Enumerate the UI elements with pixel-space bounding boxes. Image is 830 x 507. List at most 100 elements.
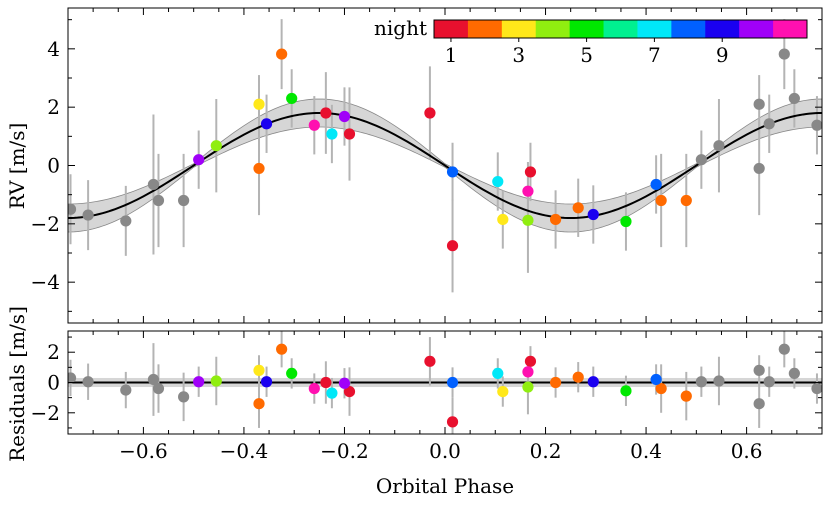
rv-point <box>446 166 459 178</box>
colorbar-tick-label: 3 <box>512 43 525 67</box>
rv-point <box>811 119 822 131</box>
residual-point <box>68 372 77 384</box>
residual-x-ticks: −0.6 −0.4 −0.2 0.0 0.2 0.4 0.6 <box>67 331 823 463</box>
residual-point <box>680 390 692 402</box>
rv-point <box>147 178 160 191</box>
rv-point <box>753 162 765 175</box>
residual-point <box>497 385 509 398</box>
rv-point <box>587 208 599 221</box>
rv-point <box>695 154 707 166</box>
rv-point <box>120 215 132 227</box>
rv-point <box>497 213 509 226</box>
x-tick-label: −0.4 <box>220 439 269 463</box>
y-tick-label: −4 <box>31 270 60 294</box>
residual-point <box>763 376 775 388</box>
residual-point <box>620 385 632 397</box>
residual-point <box>650 373 662 386</box>
rv-point <box>680 194 692 207</box>
residual-point <box>178 391 190 403</box>
residual-point <box>549 376 562 389</box>
colorbar-cell <box>434 20 469 38</box>
y-tick-label: 2 <box>47 95 60 119</box>
residual-point <box>308 382 320 395</box>
colorbar-cell <box>773 20 808 38</box>
colorbar-cell <box>569 20 605 38</box>
rv-point <box>68 203 77 215</box>
residual-point <box>522 366 534 378</box>
rv-point <box>492 175 504 188</box>
residual-point <box>695 376 707 388</box>
rv-point <box>763 118 775 130</box>
rv-point <box>424 107 436 119</box>
rv-point <box>620 215 632 228</box>
x-tick-label: 0.0 <box>429 439 461 463</box>
rv-point <box>193 154 205 166</box>
residual-point <box>320 376 332 389</box>
colorbar-tick-label: 9 <box>716 43 729 67</box>
colorbar-tick-label: 5 <box>580 43 593 67</box>
residual-point <box>147 373 160 386</box>
residual-point <box>788 367 800 380</box>
residual-point <box>120 384 132 396</box>
residual-point <box>82 376 94 388</box>
rv-point <box>178 194 190 207</box>
residual-point <box>524 355 537 367</box>
residual-point <box>587 376 599 388</box>
x-tick-label: 0.4 <box>630 439 662 463</box>
rv-x-ticks <box>67 8 823 323</box>
colorbar-cell <box>535 20 571 38</box>
rv-point <box>778 48 790 60</box>
rv-point <box>650 178 662 191</box>
rv-point <box>524 166 537 178</box>
rv-point <box>549 213 562 226</box>
rv-point <box>260 118 273 130</box>
residual-point <box>260 376 273 388</box>
x-axis-label: Orbital Phase <box>376 474 514 498</box>
residual-point <box>276 343 288 355</box>
rv-point <box>655 194 667 207</box>
colorbar-tick-label: 7 <box>648 43 661 67</box>
colorbar-cell <box>671 20 706 38</box>
rv-point <box>276 48 288 60</box>
residual-point <box>446 376 459 389</box>
rv-point <box>343 128 356 140</box>
y-tick-label: 0 <box>47 371 60 395</box>
residual-point <box>446 416 459 428</box>
y-tick-label: −2 <box>31 401 60 425</box>
colorbar-cells <box>434 20 808 38</box>
rv-point <box>522 214 534 226</box>
colorbar-cell <box>467 20 503 38</box>
x-tick-label: 0.6 <box>731 439 763 463</box>
x-tick-label: −0.6 <box>119 439 168 463</box>
residual-point <box>778 343 790 355</box>
residuals-y-axis-label: Residuals [m/s] <box>5 306 29 462</box>
residual-point <box>253 364 265 376</box>
rv-point <box>326 128 338 140</box>
rv-data-points <box>68 48 822 252</box>
residual-point <box>210 375 222 387</box>
rv-point <box>753 98 765 110</box>
rv-point <box>522 185 534 197</box>
residual-error-bars <box>69 331 818 434</box>
residual-point <box>424 355 436 367</box>
rv-y-ticks: 4 2 0 −2 −4 <box>31 19 822 312</box>
rv-point <box>152 194 165 207</box>
residual-point <box>811 382 822 395</box>
colorbar-cell <box>705 20 740 38</box>
colorbar-tick-labels: 1 3 5 7 9 <box>445 38 729 67</box>
rv-panel: 4 2 0 −2 −4 RV [m/s] <box>5 7 823 324</box>
colorbar-frame <box>433 19 808 39</box>
residual-point <box>753 364 765 376</box>
rv-point <box>446 240 459 252</box>
y-tick-label: 0 <box>47 154 60 178</box>
colorbar-cell <box>603 20 638 38</box>
rv-point <box>253 98 265 110</box>
residual-point <box>193 376 205 388</box>
x-tick-label: −0.2 <box>320 439 369 463</box>
x-tick-label: 0.2 <box>530 439 562 463</box>
rv-point <box>572 202 584 214</box>
residuals-panel: 2 0 −2 −0.6 −0.4 −0.2 0.0 0.2 0.4 0.6 Residuals … <box>5 306 823 463</box>
colorbar-tick-label: 1 <box>445 43 458 67</box>
y-tick-label: 4 <box>47 37 60 61</box>
